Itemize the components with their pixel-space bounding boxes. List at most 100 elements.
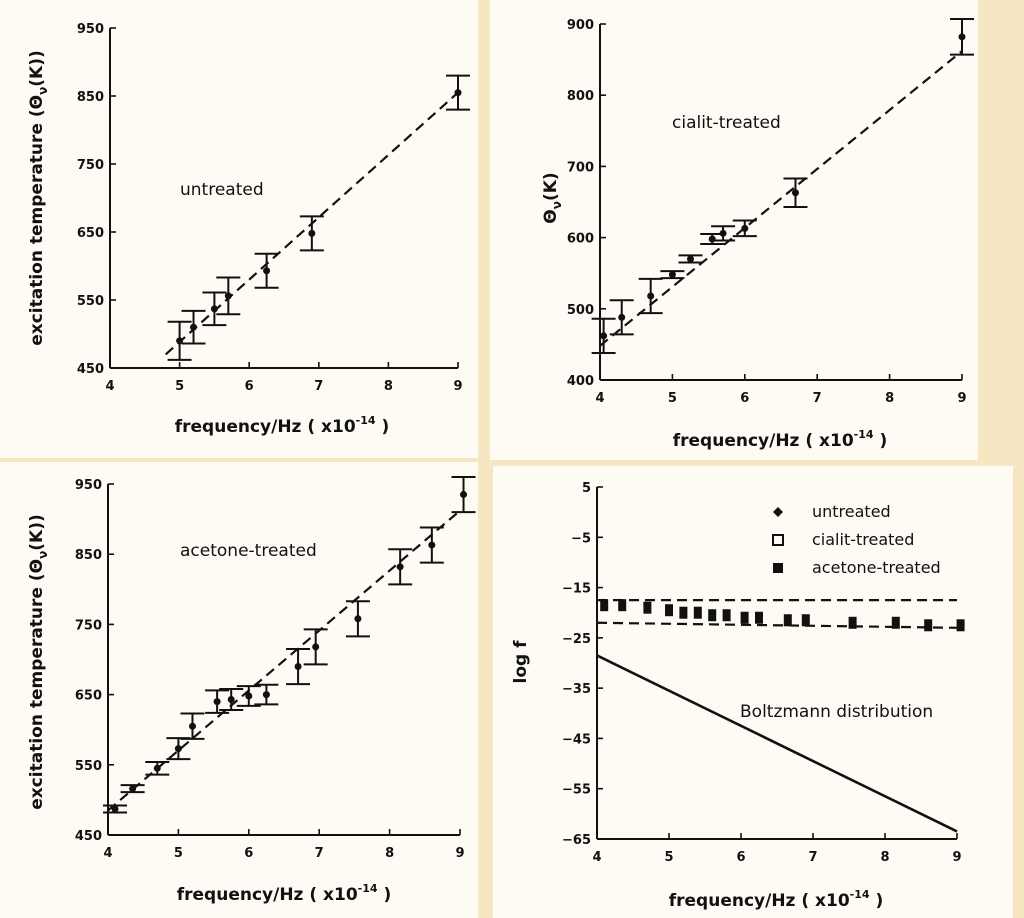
x-axis-label: frequency/Hz ( x10-14 ) (669, 888, 884, 911)
x-tick-label: 6 (245, 379, 254, 394)
x-axis-label-close: ) (874, 431, 888, 451)
legend-marker-open-square (772, 534, 784, 546)
y-tick-label: 900 (567, 18, 594, 33)
data-point (129, 785, 137, 793)
data-point (153, 764, 161, 772)
fit-line (107, 509, 461, 812)
y-axis-label-subscript: ν (550, 201, 564, 209)
fit-line (599, 50, 963, 347)
x-tick-label: 9 (957, 391, 966, 406)
x-tick-label: 7 (813, 391, 822, 406)
x-tick-label: 6 (740, 391, 749, 406)
y-axis-label: excitation temperature (Θν(K)) (27, 514, 50, 810)
data-point (294, 663, 302, 671)
y-axis-label-close: (K)) (27, 514, 47, 550)
y-tick-label: −65 (562, 833, 591, 848)
data-point (600, 332, 608, 340)
acetone-marker (801, 614, 810, 627)
x-axis-label-close: ) (870, 891, 884, 911)
acetone-marker (848, 616, 857, 629)
acetone-marker (956, 619, 965, 632)
y-tick-label: 800 (567, 89, 594, 104)
x-tick-label: 6 (244, 846, 253, 861)
data-point (647, 292, 655, 300)
panel-logf-background (493, 466, 1013, 918)
data-point (668, 271, 676, 279)
y-tick-label: 500 (567, 303, 594, 318)
data-point (741, 224, 749, 232)
boltzmann-line (596, 654, 958, 833)
y-tick-label: 600 (567, 232, 594, 247)
x-axis-label-exponent: -14 (356, 414, 376, 427)
x-axis-label-close: ) (378, 885, 392, 905)
data-point (454, 89, 462, 97)
y-axis-label-text: excitation temperature (Θ (27, 95, 47, 346)
y-axis-label: excitation temperature (Θν(K)) (27, 50, 50, 346)
y-tick-label: 950 (77, 22, 104, 37)
y-tick-label: −15 (562, 582, 591, 597)
x-axis-label-exponent: -14 (358, 882, 378, 895)
y-tick-label: −45 (562, 732, 591, 747)
y-tick-label: 850 (77, 90, 104, 105)
x-tick-label: 8 (880, 850, 889, 865)
x-axis-label: frequency/Hz ( x10-14 ) (175, 414, 390, 437)
x-axis-label: frequency/Hz ( x10-14 ) (673, 428, 888, 451)
chart-annotation: acetone-treated (180, 541, 317, 561)
data-point (190, 323, 198, 331)
y-tick-label: 850 (75, 548, 102, 563)
data-point (227, 696, 235, 704)
y-tick-label: 750 (75, 618, 102, 633)
chart-log-f: 4 5 6 7 8 9 5 −5 −15 −25 −35 −45 −55 −65 frequency/Hz … (511, 481, 965, 911)
y-tick-label: 550 (77, 294, 104, 309)
chart-annotation: cialit-treated (672, 113, 781, 133)
chart-cialit-treated: 4 5 6 7 8 9 400 500 600 700 800 900 frequency/Hz ( x… (541, 18, 974, 451)
acetone-marker (722, 609, 731, 622)
y-axis-label-text: log f (511, 640, 531, 684)
data-point (263, 267, 271, 275)
x-tick-label: 4 (592, 850, 601, 865)
y-tick-label: 400 (567, 374, 594, 389)
x-tick-label: 4 (595, 391, 604, 406)
chart-annotation: untreated (180, 180, 264, 200)
legend-label: untreated (812, 502, 891, 521)
data-point (354, 615, 362, 623)
data-point (687, 255, 694, 263)
acetone-marker (679, 606, 688, 619)
y-axis-label-close: (K)) (27, 50, 47, 86)
data-point (791, 189, 799, 197)
panel-untreated-background (0, 0, 478, 458)
y-axis-label: Θν(K) (541, 172, 564, 223)
x-axis-label-text: frequency/Hz ( x10 (673, 431, 854, 451)
y-tick-label: 5 (582, 481, 591, 496)
y-tick-label: −35 (562, 682, 591, 697)
x-tick-label: 9 (453, 379, 462, 394)
x-axis-label: frequency/Hz ( x10-14 ) (177, 882, 392, 905)
x-axis-label-close: ) (376, 417, 390, 437)
y-tick-label: 450 (77, 362, 104, 377)
y-tick-label: −25 (562, 632, 591, 647)
chart-annotation: Boltzmann distribution (740, 702, 933, 722)
dashed-lower-line (596, 621, 958, 629)
x-tick-label: 5 (668, 391, 677, 406)
panel-acetone-background (0, 462, 478, 918)
x-axis-label-text: frequency/Hz ( x10 (175, 417, 356, 437)
legend-label: cialit-treated (812, 530, 914, 549)
data-point (176, 337, 184, 345)
y-tick-label: 950 (75, 478, 102, 493)
y-axis-label-close: (K) (541, 172, 561, 201)
acetone-marker (740, 611, 749, 624)
acetone-marker (643, 601, 652, 614)
data-point (224, 292, 232, 300)
data-point (618, 313, 626, 321)
x-tick-label: 7 (314, 379, 323, 394)
x-axis-label-text: frequency/Hz ( x10 (669, 891, 850, 911)
acetone-marker (891, 616, 900, 629)
y-axis-label-text: excitation temperature (Θ (27, 559, 47, 810)
data-point (396, 563, 404, 571)
x-axis-label-exponent: -14 (854, 428, 874, 441)
x-tick-label: 4 (105, 379, 114, 394)
y-tick-label: 550 (75, 759, 102, 774)
x-tick-label: 6 (736, 850, 745, 865)
acetone-marker (708, 609, 717, 622)
data-point (708, 235, 716, 243)
